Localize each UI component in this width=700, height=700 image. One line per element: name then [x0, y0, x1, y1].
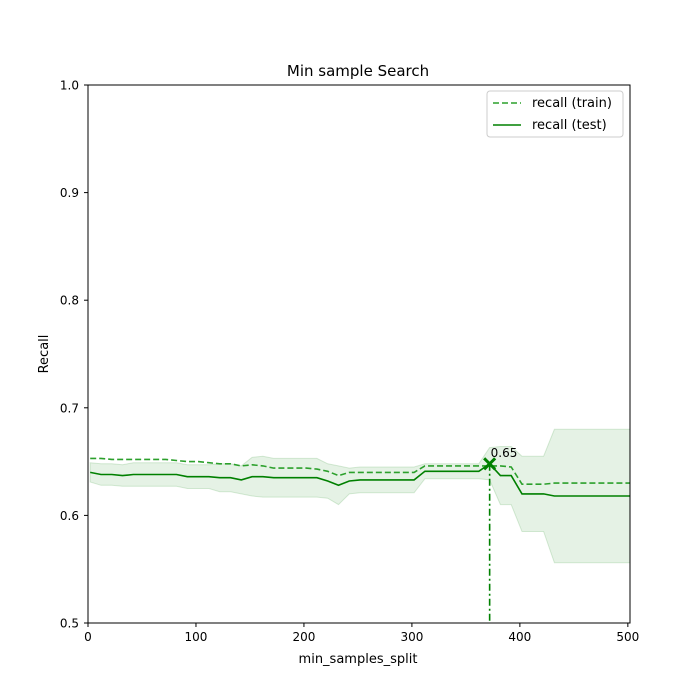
x-axis-label: min_samples_split: [299, 652, 418, 667]
y-tick-label: 0.5: [60, 617, 79, 631]
train-series-line: [90, 457, 630, 485]
x-tick-label: 300: [400, 630, 423, 644]
x-tick-label: 200: [292, 630, 315, 644]
x-tick-label: 0: [84, 630, 92, 644]
y-tick-label: 0.8: [60, 294, 79, 308]
best-point-label: 0.65: [491, 446, 518, 460]
x-tick-label: 100: [185, 630, 208, 644]
legend: recall (train) recall (test): [486, 90, 624, 138]
chart-title: Min sample Search: [287, 62, 429, 80]
x-tick-label: 400: [508, 630, 531, 644]
axes-frame: [87, 84, 631, 624]
y-tick-label: 0.9: [60, 186, 79, 200]
legend-test-label: recall (test): [532, 118, 607, 133]
y-tick-label: 0.7: [60, 401, 79, 415]
y-tick-label: 0.6: [60, 509, 79, 523]
y-tick-label: 1.0: [60, 79, 79, 93]
best-point-marker: [483, 457, 497, 471]
plot-area: 0.65 0 100 200 300 400 500 0.5 0.6 0.7 0.8 0.9 1.0: [60, 79, 639, 645]
legend-train-label: recall (train): [532, 96, 612, 111]
test-series-line: [90, 462, 630, 497]
y-axis-label: Recall: [37, 335, 52, 374]
x-tick-label: 500: [616, 630, 639, 644]
